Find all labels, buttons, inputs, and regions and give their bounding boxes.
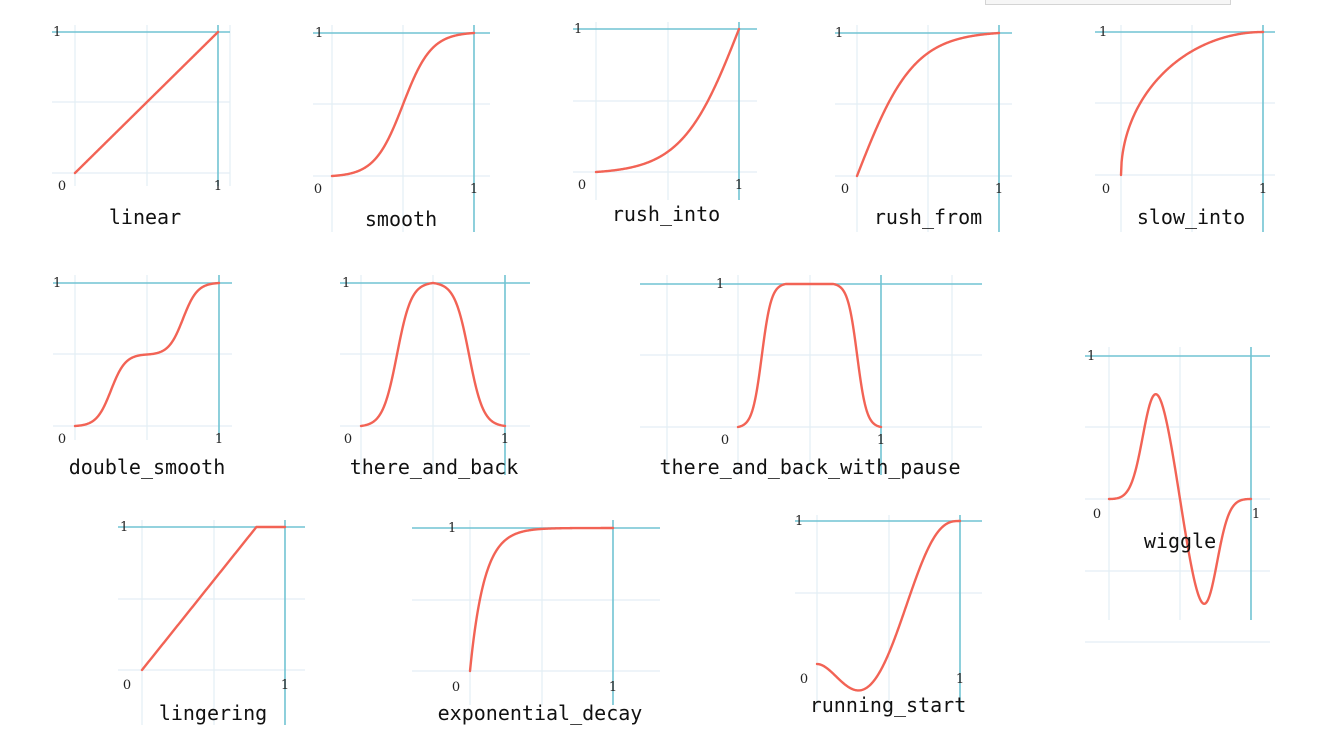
tick-label-y-1: 1: [835, 26, 843, 41]
window-edge: [985, 0, 1231, 5]
curve-there-and-back-with-pause: [736, 282, 883, 429]
tick-label-y-1: 1: [574, 22, 582, 37]
curve-rush-into: [594, 27, 741, 174]
chart-title: double_smooth: [69, 455, 226, 479]
chart-title: running_start: [810, 693, 967, 717]
tick-label-x-0: 0: [58, 432, 66, 447]
tick-label-y-1: 1: [1087, 349, 1095, 364]
chart-there-and-back-with-pause: 1 0 1 there_and_back_with_pause: [640, 275, 982, 479]
curve-running-start: [815, 519, 962, 692]
tick-label-y-1: 1: [53, 25, 61, 40]
chart-running-start: 1 0 1 running_start: [795, 514, 982, 717]
tick-label-x-1: 1: [609, 680, 617, 695]
tick-label-x-1: 1: [877, 433, 885, 448]
chart-title: linear: [109, 205, 181, 229]
tick-label-x-1: 1: [956, 672, 964, 687]
tick-label-x-0: 0: [841, 182, 849, 197]
tick-label-x-0: 0: [1102, 182, 1110, 197]
chart-wiggle: 1 0 1 wiggle: [1085, 347, 1270, 643]
tick-label-x-0: 0: [344, 432, 352, 447]
tick-label-x-1: 1: [1259, 182, 1267, 197]
tick-label-x-0: 0: [123, 678, 131, 693]
chart-title: there_and_back_with_pause: [659, 455, 960, 479]
chart-exponential-decay: 1 0 1 exponential_decay: [412, 520, 660, 725]
chart-title: exponential_decay: [438, 701, 643, 725]
tick-label-x-0: 0: [578, 178, 586, 193]
curve-linear: [73, 30, 220, 175]
tick-label-y-1: 1: [795, 514, 803, 529]
chart-rush-into: 1 0 1 rush_into: [573, 22, 757, 226]
tick-label-x-0: 0: [58, 179, 66, 194]
tick-label-x-0: 0: [721, 433, 729, 448]
tick-label-x-0: 0: [1093, 507, 1101, 522]
tick-label-x-1: 1: [281, 678, 289, 693]
curve-double-smooth: [73, 281, 221, 428]
tick-label-x-1: 1: [470, 182, 478, 197]
tick-label-y-1: 1: [315, 26, 323, 41]
chart-title: wiggle: [1144, 529, 1216, 553]
tick-label-x-1: 1: [1252, 507, 1260, 522]
chart-there-and-back: 1 0 1 there_and_back: [340, 275, 530, 479]
chart-title: slow_into: [1137, 205, 1245, 229]
chart-rush-from: 1 0 1 rush_from: [835, 25, 1012, 232]
tick-label-y-1: 1: [53, 276, 61, 291]
tick-label-y-1: 1: [448, 521, 456, 536]
curve-there-and-back: [359, 281, 507, 428]
tick-label-x-1: 1: [735, 178, 743, 193]
chart-title: lingering: [159, 701, 267, 725]
tick-label-x-0: 0: [800, 672, 808, 687]
chart-double-smooth: 1 0 1 double_smooth: [53, 275, 232, 479]
chart-title: rush_from: [874, 205, 982, 229]
curve-rush-from: [855, 31, 1001, 178]
curve-wiggle: [1107, 392, 1253, 606]
tick-label-y-1: 1: [1099, 25, 1107, 40]
curve-smooth: [330, 31, 476, 178]
tick-label-x-0: 0: [314, 182, 322, 197]
chart-smooth: 1 0 1 smooth: [313, 25, 490, 232]
chart-slow-into: 1 0 1 slow_into: [1095, 25, 1275, 232]
tick-label-y-1: 1: [716, 277, 724, 292]
chart-lingering: 1 0 1 lingering: [118, 520, 305, 725]
chart-title: there_and_back: [350, 455, 519, 479]
curve-exponential-decay: [468, 526, 615, 673]
tick-label-y-1: 1: [120, 520, 128, 535]
curve-slow-into: [1119, 30, 1265, 177]
tick-label-x-1: 1: [501, 432, 509, 447]
tick-label-y-1: 1: [342, 276, 350, 291]
tick-label-x-1: 1: [215, 432, 223, 447]
tick-label-x-1: 1: [214, 179, 222, 194]
tick-label-x-0: 0: [452, 680, 460, 695]
chart-title: smooth: [365, 207, 437, 231]
tick-label-x-1: 1: [995, 182, 1003, 197]
curve-lingering: [140, 525, 287, 672]
chart-linear: 1 0 1 linear: [52, 25, 231, 229]
chart-title: rush_into: [612, 202, 720, 226]
